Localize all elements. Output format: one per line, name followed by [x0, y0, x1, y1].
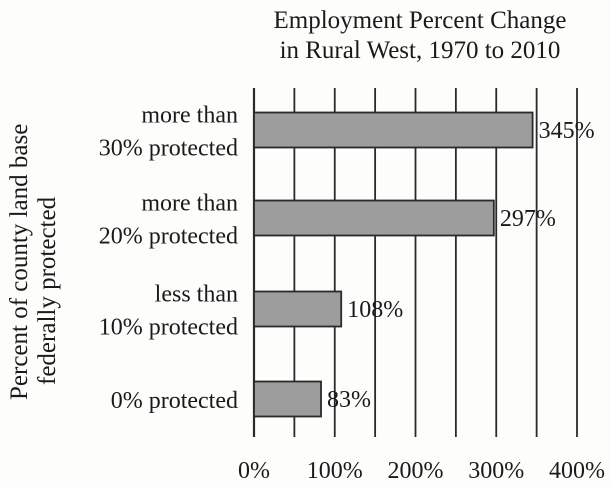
chart-title-line-2: in Rural West, 1970 to 2010 [279, 37, 561, 64]
bar-value-label: 297% [500, 206, 556, 232]
category-label: more than [141, 191, 238, 217]
bar [253, 199, 495, 237]
bar-value-label: 345% [539, 118, 595, 144]
category-label: 0% protected [111, 388, 238, 414]
category-label: less than [155, 282, 238, 308]
bar-value-label: 83% [327, 387, 371, 413]
category-label: 30% protected [99, 136, 238, 162]
bar [253, 380, 322, 418]
x-tick-label: 0% [238, 458, 270, 484]
category-label: 10% protected [99, 315, 238, 341]
x-tick-label: 400% [549, 458, 605, 484]
bar-value-label: 108% [347, 297, 403, 323]
bar [253, 290, 343, 328]
chart-title-line-1: Employment Percent Change [273, 7, 567, 34]
category-label: more than [141, 103, 238, 129]
category-label: 20% protected [99, 224, 238, 250]
x-tick-label: 300% [468, 458, 524, 484]
x-tick-label: 200% [388, 458, 444, 484]
x-tick-label: 100% [307, 458, 363, 484]
bar [253, 111, 534, 149]
